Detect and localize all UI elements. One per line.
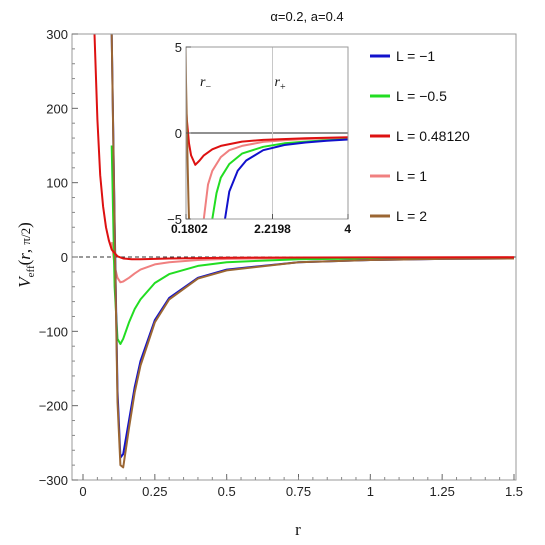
inset-x-tick-label: 0.1802 [171, 222, 208, 236]
x-tick-label: 1.5 [505, 484, 523, 499]
legend-entry: L = 1 [396, 168, 427, 184]
main-plot: 0 0.25 0.5 0.75 1 1.25 1.5 300 200 100 0 −100 −200 −3… [39, 27, 523, 499]
inset-plot: 0.1802 2.2198 4 5 0 −5 r− r+ [167, 40, 351, 236]
series-line-main [110, 34, 515, 469]
series-line-main [93, 34, 515, 261]
legend: L = −1 L = −0.5 L = 0.48120 L = 1 L = 2 [370, 48, 470, 224]
legend-entry: L = 0.48120 [396, 128, 470, 144]
y-tick-label: 100 [46, 176, 68, 191]
x-axis-label: r [295, 520, 301, 539]
x-tick-label: 0 [79, 484, 86, 499]
x-tick-label: 0.5 [218, 484, 236, 499]
series-line-main [110, 145, 515, 345]
y-axis-label: Veff(r, π/2) [15, 222, 37, 288]
x-tick-label: 0.25 [142, 484, 167, 499]
legend-entry: L = −1 [396, 48, 435, 64]
legend-entry: L = −0.5 [396, 88, 447, 104]
horizon-annotation: r+ [275, 75, 286, 93]
y-tick-label: 300 [46, 27, 68, 42]
x-tick-label: 1 [367, 484, 374, 499]
inset-y-tick-label: 5 [175, 40, 182, 55]
x-tick-label: 1.25 [430, 484, 455, 499]
legend-entry: L = 2 [396, 208, 427, 224]
horizon-annotation: r− [200, 75, 211, 93]
series-line-inset [186, 47, 190, 219]
inset-x-tick-label: 2.2198 [254, 222, 291, 236]
inset-x-tick-label: 4 [344, 222, 351, 236]
inset-y-tick-label: 0 [175, 126, 182, 141]
series-line-inset [224, 138, 348, 219]
svg-text:Veff(r, π/2): Veff(r, π/2) [15, 222, 37, 288]
y-tick-label: 200 [46, 101, 68, 116]
x-tick-label: 0.75 [286, 484, 311, 499]
chart-title: α=0.2, a=0.4 [270, 9, 343, 24]
y-tick-label: −300 [39, 473, 68, 488]
y-tick-label: 0 [61, 250, 68, 265]
y-tick-label: −200 [39, 399, 68, 414]
y-tick-label: −100 [39, 324, 68, 339]
inset-y-tick-label: −5 [167, 212, 182, 227]
